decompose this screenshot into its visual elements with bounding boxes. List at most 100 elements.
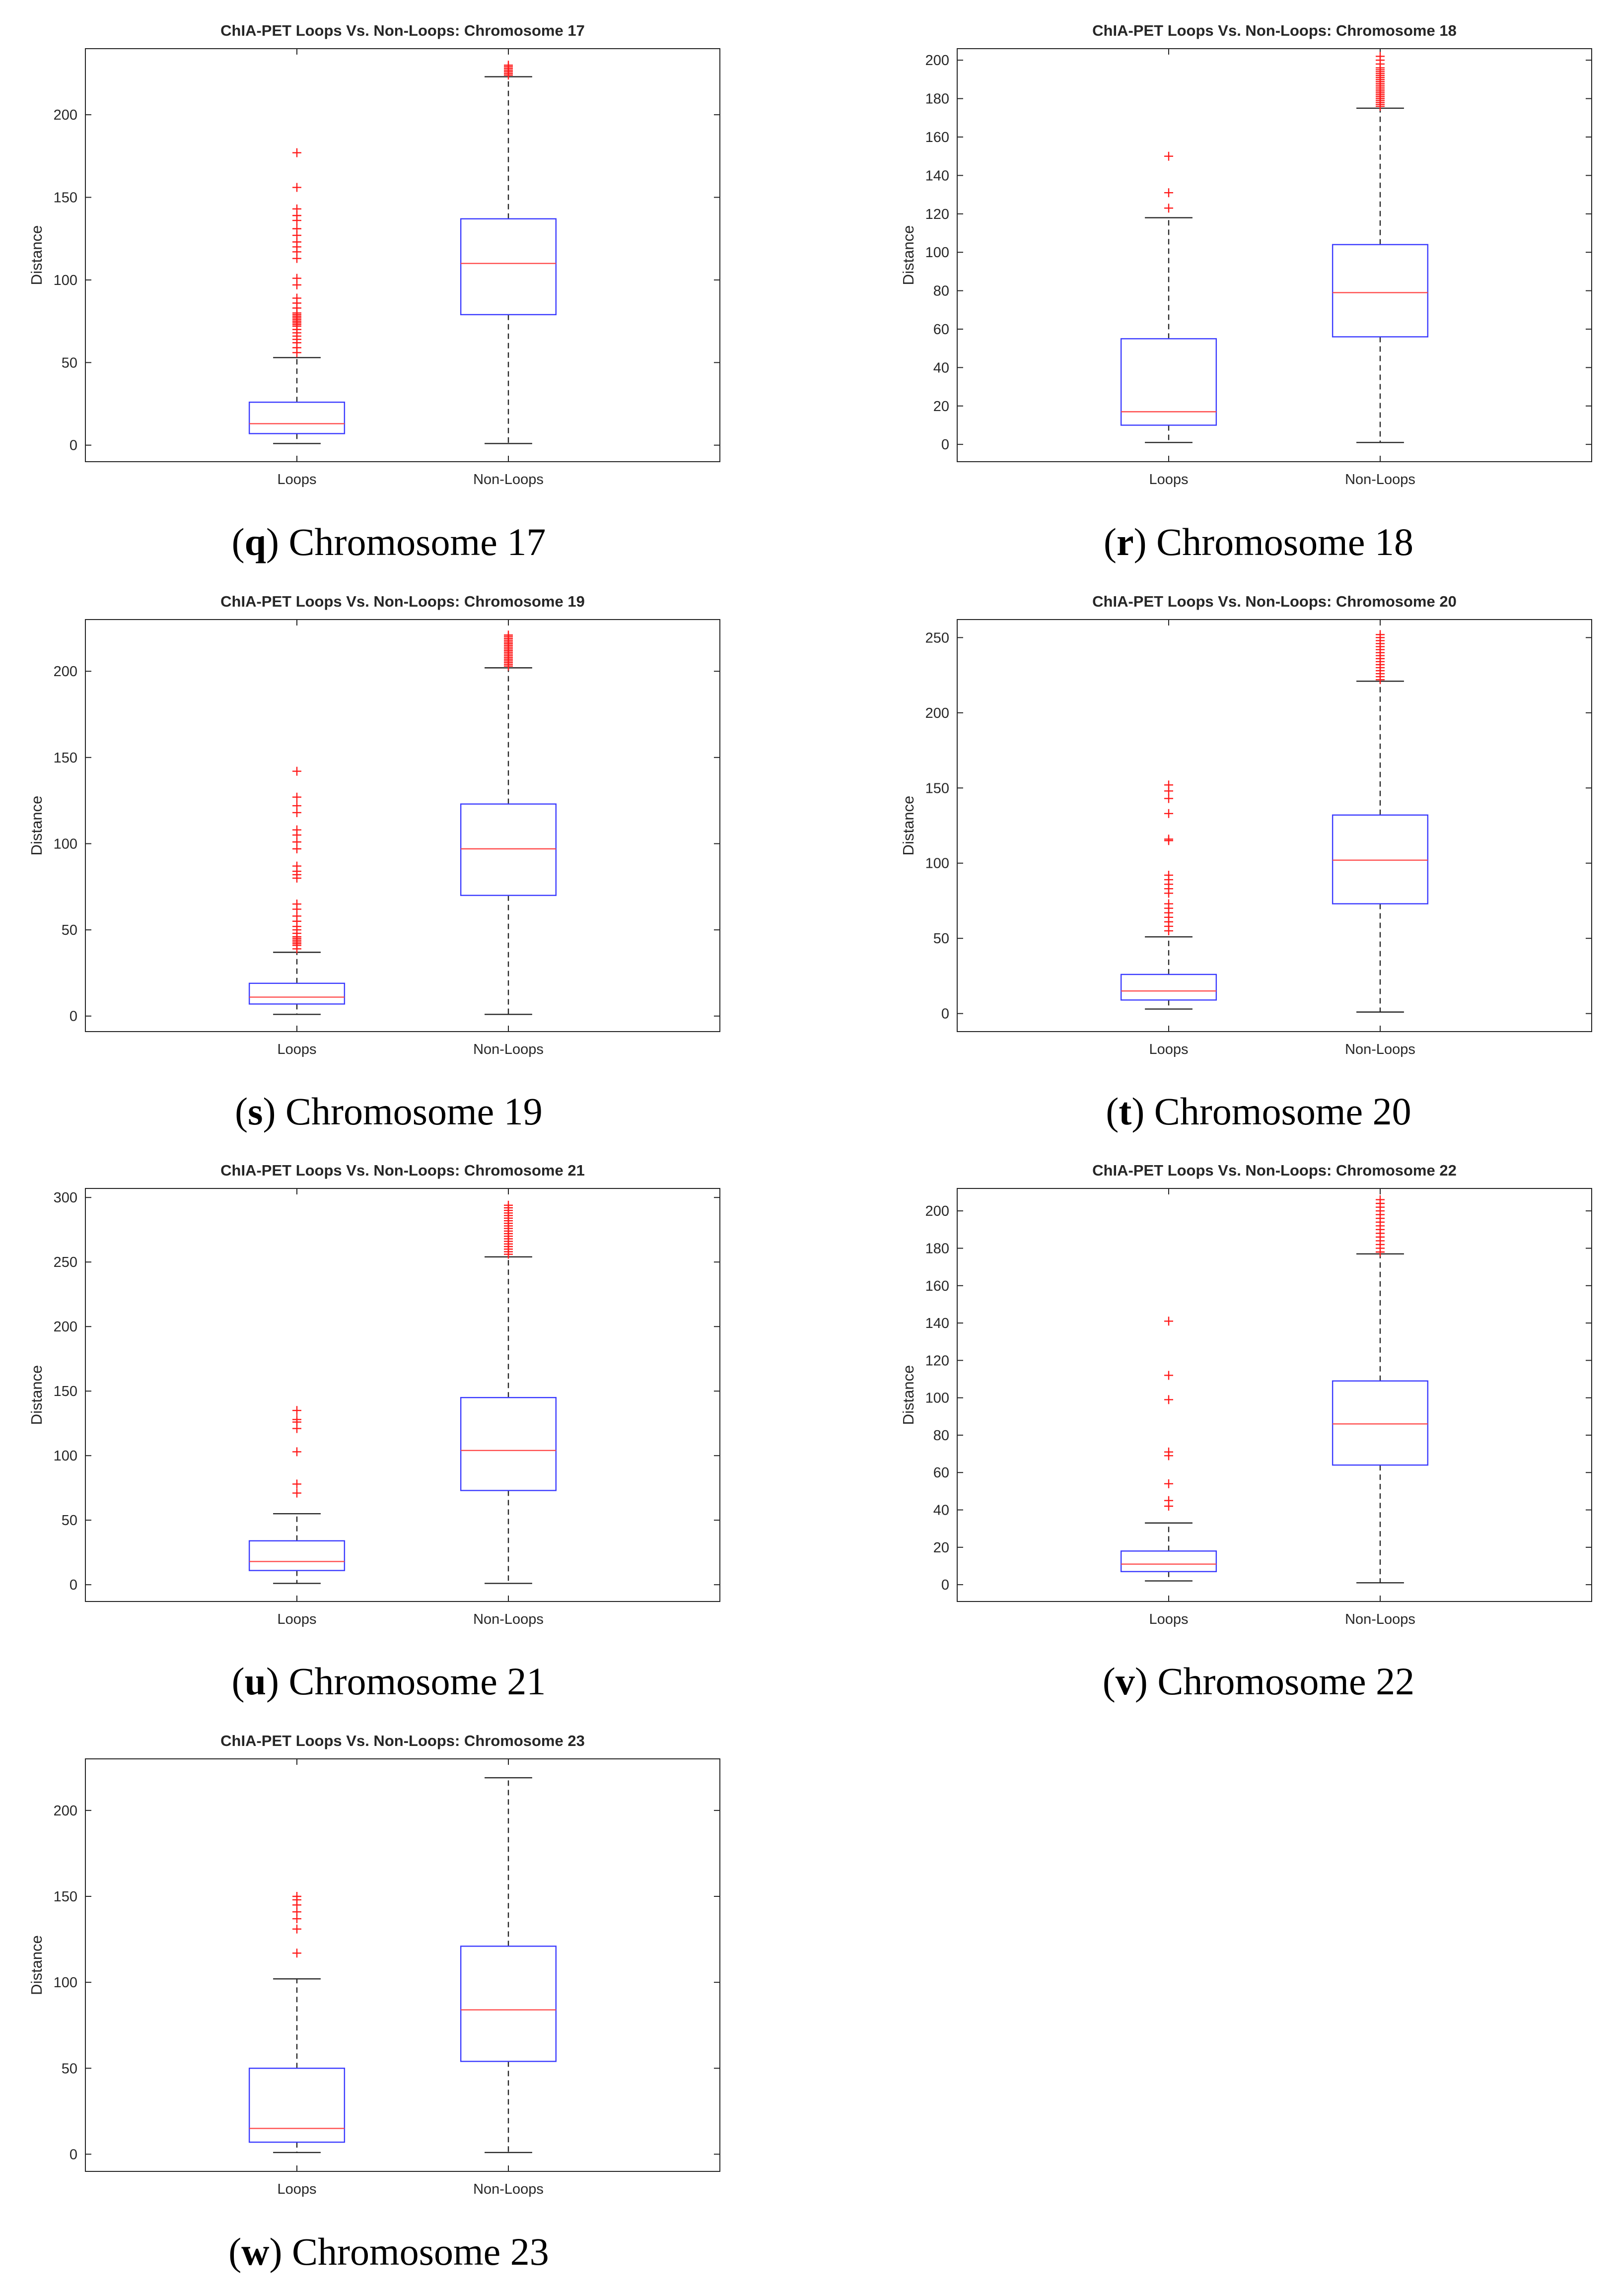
outlier-point [292,148,301,157]
outlier-point [1376,1195,1385,1204]
box-loops [1120,338,1217,426]
chart-panel-7: ChIA-PET Loops Vs. Non-Loops: Chromosome… [28,1732,720,2273]
y-tick-label: 150 [54,750,77,766]
y-tick-label: 100 [54,273,77,288]
outlier-point [1164,899,1173,908]
box-loops [1120,974,1217,1001]
box-loops [248,1540,346,1571]
y-tick-label: 0 [70,1577,77,1593]
y-tick-label: 200 [54,1803,77,1819]
y-tick-label: 200 [925,53,949,69]
box-loops [248,2068,346,2143]
x-tick-label: Non-Loops [1345,1042,1415,1057]
outlier-point [292,1406,301,1415]
outlier-point [1164,188,1173,198]
y-tick-label: 40 [933,1503,949,1519]
outlier-point [292,204,301,213]
chart-title: ChIA-PET Loops Vs. Non-Loops: Chromosome… [220,22,585,39]
outlier-point [292,900,301,909]
x-tick-label: Loops [277,472,316,487]
y-tick-label: 0 [941,1006,949,1022]
y-tick-label: 140 [925,168,949,184]
y-tick-label: 0 [70,1009,77,1025]
panel-caption: (w) Chromosome 23 [228,2230,549,2273]
caption-letter: v [1116,1660,1135,1703]
y-tick-label: 200 [925,705,949,721]
outlier-point [292,825,301,835]
x-tick-label: Non-Loops [473,1042,544,1057]
outlier-point [1164,809,1173,818]
y-tick-label: 120 [925,1353,949,1369]
chart-panel-4: ChIA-PET Loops Vs. Non-Loops: Chromosome… [900,593,1592,1133]
axes-frame [957,619,1592,1032]
y-tick-label: 160 [925,130,949,145]
outlier-point [292,1479,301,1489]
outlier-point [504,61,513,70]
outlier-point [292,801,301,811]
y-tick-label: 180 [925,91,949,107]
panel-caption: (r) Chromosome 18 [1104,520,1413,563]
x-tick-label: Non-Loops [1345,472,1415,487]
axes-frame [957,48,1592,462]
y-axis-label: Distance [900,796,917,856]
chart-panel-1: ChIA-PET Loops Vs. Non-Loops: Chromosome… [28,22,720,563]
y-tick-label: 180 [925,1241,949,1256]
outlier-point [1164,835,1173,844]
outlier-point [1164,151,1173,161]
axes-frame [85,1188,720,1602]
outlier-point [1164,780,1173,790]
outlier-point [1164,1371,1173,1380]
outlier-point [292,274,301,283]
y-tick-label: 50 [62,2061,77,2077]
outlier-point [292,183,301,192]
y-tick-label: 200 [925,1203,949,1219]
box-non-loops [460,1946,557,2062]
y-axis-label: Distance [900,225,917,285]
caption-letter: t [1119,1090,1131,1133]
outlier-point [292,861,301,871]
y-tick-label: 60 [933,322,949,338]
box-loops [248,401,346,434]
outlier-point [292,1415,301,1424]
x-tick-label: Non-Loops [1345,1611,1415,1627]
chart-panel-3: ChIA-PET Loops Vs. Non-Loops: Chromosome… [28,593,720,1133]
y-tick-label: 0 [70,438,77,454]
caption-letter: s [248,1090,263,1133]
panel-caption: (t) Chromosome 20 [1106,1090,1411,1133]
y-tick-label: 80 [933,1428,949,1444]
y-tick-label: 0 [941,1577,949,1593]
x-tick-label: Loops [277,1611,316,1627]
outlier-point [292,792,301,802]
x-tick-label: Loops [1149,472,1188,487]
y-tick-label: 200 [54,1319,77,1335]
x-tick-label: Non-Loops [473,472,544,487]
caption-letter: q [245,520,266,563]
panel-caption: (q) Chromosome 17 [232,520,546,563]
box-non-loops [460,803,557,896]
y-axis-label: Distance [28,225,45,285]
outlier-point [1376,52,1385,61]
outlier-point [504,630,513,640]
y-axis-label: Distance [28,1365,45,1425]
x-tick-label: Loops [277,2181,316,2197]
outlier-point [1164,1479,1173,1488]
y-tick-label: 200 [54,664,77,680]
x-tick-label: Loops [1149,1611,1188,1627]
outlier-point [292,1948,301,1958]
chart-title: ChIA-PET Loops Vs. Non-Loops: Chromosome… [220,1162,585,1179]
x-tick-label: Loops [1149,1042,1188,1057]
outlier-point [1164,1496,1173,1505]
x-tick-label: Loops [277,1042,316,1057]
y-tick-label: 50 [933,931,949,947]
chart-panel-2: ChIA-PET Loops Vs. Non-Loops: Chromosome… [900,22,1592,563]
chart-title: ChIA-PET Loops Vs. Non-Loops: Chromosome… [1092,593,1457,610]
y-tick-label: 20 [933,399,949,415]
outlier-point [1164,1447,1173,1457]
box-non-loops [460,1396,557,1491]
y-tick-label: 250 [54,1254,77,1270]
y-tick-label: 140 [925,1316,949,1331]
chart-title: ChIA-PET Loops Vs. Non-Loops: Chromosome… [1092,1162,1457,1179]
panel-caption: (v) Chromosome 22 [1103,1660,1414,1703]
axes-frame [85,48,720,462]
